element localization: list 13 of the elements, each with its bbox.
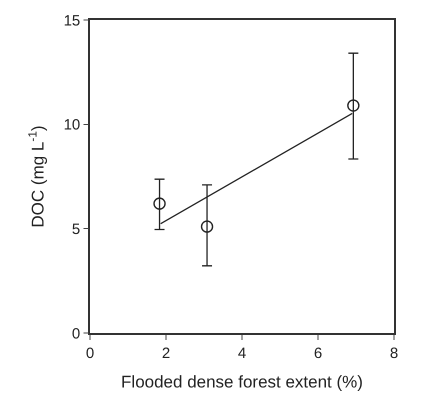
y-tick-label: 5 [72, 220, 80, 238]
point [347, 99, 360, 112]
x-tick-label: 8 [390, 344, 398, 362]
y-tick-label: 0 [72, 325, 80, 342]
y-tick-label: 15 [64, 12, 80, 30]
point [200, 220, 214, 233]
y-tick-label: 10 [64, 116, 80, 134]
x-tick-label: 2 [162, 344, 170, 362]
x-tick-label: 0 [86, 344, 94, 362]
point [153, 197, 166, 210]
x-axis-title: Flooded dense forest extent (%) [121, 372, 363, 392]
x-tick-label: 4 [238, 344, 246, 362]
x-tick-label: 6 [314, 344, 322, 362]
